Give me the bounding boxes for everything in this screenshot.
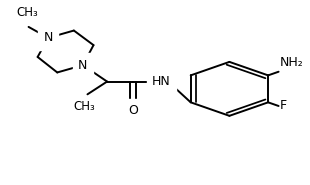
- Text: F: F: [280, 100, 287, 112]
- Text: CH₃: CH₃: [73, 100, 95, 113]
- Text: CH₃: CH₃: [16, 6, 38, 19]
- Text: HN: HN: [152, 75, 171, 88]
- Text: N: N: [43, 31, 53, 44]
- Text: N: N: [78, 59, 88, 72]
- Text: O: O: [128, 104, 138, 117]
- Text: NH₂: NH₂: [280, 56, 304, 69]
